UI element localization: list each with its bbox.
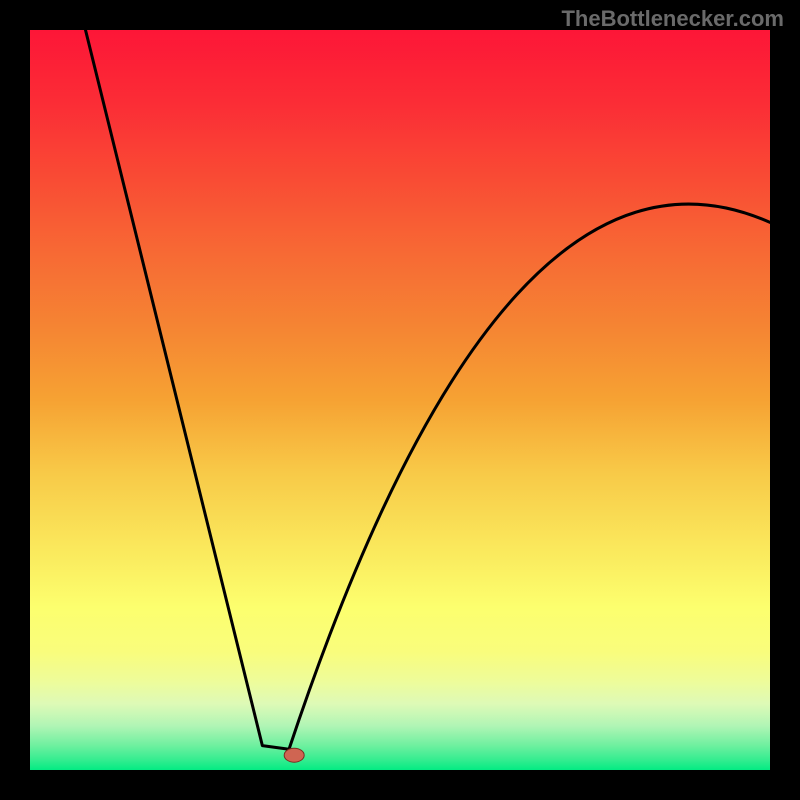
plot-area [30, 30, 770, 770]
optimal-point-marker [284, 748, 304, 762]
bottleneck-chart [0, 0, 800, 800]
watermark-text: TheBottlenecker.com [561, 6, 784, 32]
chart-container: TheBottlenecker.com [0, 0, 800, 800]
